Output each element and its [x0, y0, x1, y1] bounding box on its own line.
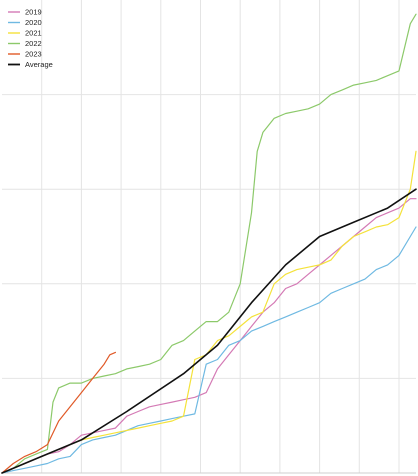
legend-label-2022: 2022 [25, 39, 42, 48]
legend-label-2021: 2021 [25, 29, 42, 38]
series-line-average [1, 188, 417, 474]
series-line-2022 [1, 13, 417, 474]
legend-label-average: Average [25, 60, 53, 69]
series-group [1, 13, 417, 474]
legend-label-2023: 2023 [25, 50, 42, 59]
series-line-2023 [1, 351, 116, 474]
legend-label-2019: 2019 [25, 8, 42, 17]
series-line-2020 [1, 226, 417, 474]
legend-label-2020: 2020 [25, 18, 42, 27]
